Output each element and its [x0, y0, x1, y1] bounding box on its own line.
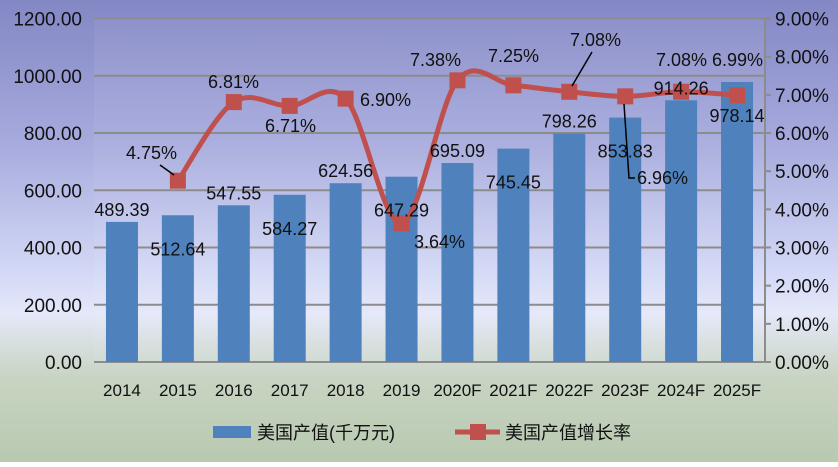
y-left-tick-label: 1000.00 — [13, 67, 82, 88]
bar-data-label: 584.27 — [262, 219, 317, 239]
legend-label: 美国产值(千万元) — [257, 423, 395, 443]
growth-data-label: 6.71% — [265, 116, 316, 136]
growth-marker — [337, 90, 354, 107]
x-tick-label: 2023F — [601, 381, 649, 400]
growth-marker — [561, 83, 578, 100]
bar-data-label: 547.55 — [206, 183, 261, 203]
growth-marker — [673, 83, 690, 100]
growth-marker — [281, 97, 298, 114]
bar — [161, 215, 194, 362]
y-right-tick-label: 9.00% — [775, 10, 829, 31]
bar — [105, 221, 138, 362]
y-right-tick-label: 2.00% — [775, 277, 829, 298]
bar-data-label: 914.26 — [654, 78, 709, 98]
y-left-tick-label: 1200.00 — [13, 10, 82, 31]
legend-swatch-bar — [213, 426, 251, 438]
growth-marker — [225, 94, 242, 111]
growth-marker — [729, 87, 746, 104]
bar — [273, 194, 306, 362]
bar-data-label: 512.64 — [150, 239, 205, 259]
leader-line — [571, 51, 593, 87]
growth-data-label: 7.38% — [410, 50, 461, 70]
growth-data-label: 6.81% — [208, 72, 259, 92]
bar — [329, 183, 362, 362]
growth-data-label: 4.75% — [126, 143, 177, 163]
y-right-tick-label: 0.00% — [775, 353, 829, 374]
y-right-tick-label: 8.00% — [775, 48, 829, 69]
y-left-tick-label: 0.00 — [45, 353, 82, 374]
growth-marker — [393, 215, 410, 232]
growth-marker — [449, 72, 466, 89]
y-right-tick-label: 1.00% — [775, 315, 829, 336]
bar-data-label: 489.39 — [94, 200, 149, 220]
x-tick-label: 2019 — [383, 381, 421, 400]
bar — [441, 163, 474, 362]
legend-label: 美国产值增长率 — [505, 423, 631, 443]
growth-data-label: 7.25% — [488, 46, 539, 66]
bar-data-label: 695.09 — [430, 141, 485, 161]
growth-marker — [617, 88, 634, 105]
y-right-tick-label: 3.00% — [775, 239, 829, 260]
x-tick-label: 2024F — [657, 381, 705, 400]
x-tick-label: 2021F — [489, 381, 537, 400]
x-tick-label: 2015 — [159, 381, 197, 400]
growth-data-label: 6.96% — [637, 168, 688, 188]
legend-swatch-marker — [470, 424, 486, 440]
bar-data-label: 624.56 — [318, 161, 373, 181]
bar — [721, 82, 754, 363]
y-left-tick-label: 400.00 — [24, 239, 82, 260]
x-tick-label: 2020F — [433, 381, 481, 400]
y-left-tick-label: 600.00 — [24, 181, 82, 202]
bar-data-label: 853.83 — [598, 142, 653, 162]
x-tick-label: 2016 — [215, 381, 253, 400]
growth-data-label: 7.08% — [570, 30, 621, 50]
bar — [497, 148, 530, 362]
growth-data-label: 3.64% — [414, 232, 465, 252]
growth-data-label: 6.90% — [360, 90, 411, 110]
y-right-tick-label: 7.00% — [775, 86, 829, 107]
y-left-tick-label: 800.00 — [24, 124, 82, 145]
x-tick-label: 2022F — [545, 381, 593, 400]
y-right-tick-label: 6.00% — [775, 124, 829, 145]
leader-line — [623, 103, 635, 179]
y-right-tick-label: 4.00% — [775, 200, 829, 221]
bar-data-label: 647.29 — [374, 201, 429, 221]
x-tick-label: 2017 — [271, 381, 309, 400]
bar — [217, 205, 250, 362]
bar — [609, 117, 642, 363]
bar-data-label: 798.26 — [542, 111, 597, 131]
growth-data-label: 7.08% — [656, 50, 707, 70]
growth-marker — [169, 172, 186, 189]
bar-data-label: 745.45 — [486, 173, 541, 193]
leader-line — [159, 164, 175, 176]
bar — [553, 133, 586, 362]
x-tick-label: 2018 — [327, 381, 365, 400]
growth-marker — [505, 77, 522, 94]
bar — [665, 100, 698, 362]
y-left-tick-label: 200.00 — [24, 296, 82, 317]
bar-data-label: 978.14 — [710, 106, 765, 126]
growth-data-label: 6.99% — [712, 50, 763, 70]
x-tick-label: 2025F — [713, 381, 761, 400]
x-tick-label: 2014 — [103, 381, 141, 400]
y-right-tick-label: 5.00% — [775, 162, 829, 183]
